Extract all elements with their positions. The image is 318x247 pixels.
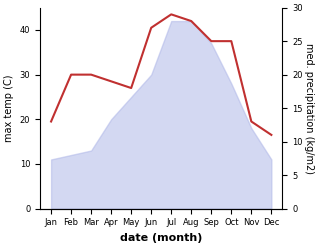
X-axis label: date (month): date (month) — [120, 233, 203, 243]
Y-axis label: med. precipitation (kg/m2): med. precipitation (kg/m2) — [304, 43, 314, 174]
Y-axis label: max temp (C): max temp (C) — [4, 74, 14, 142]
